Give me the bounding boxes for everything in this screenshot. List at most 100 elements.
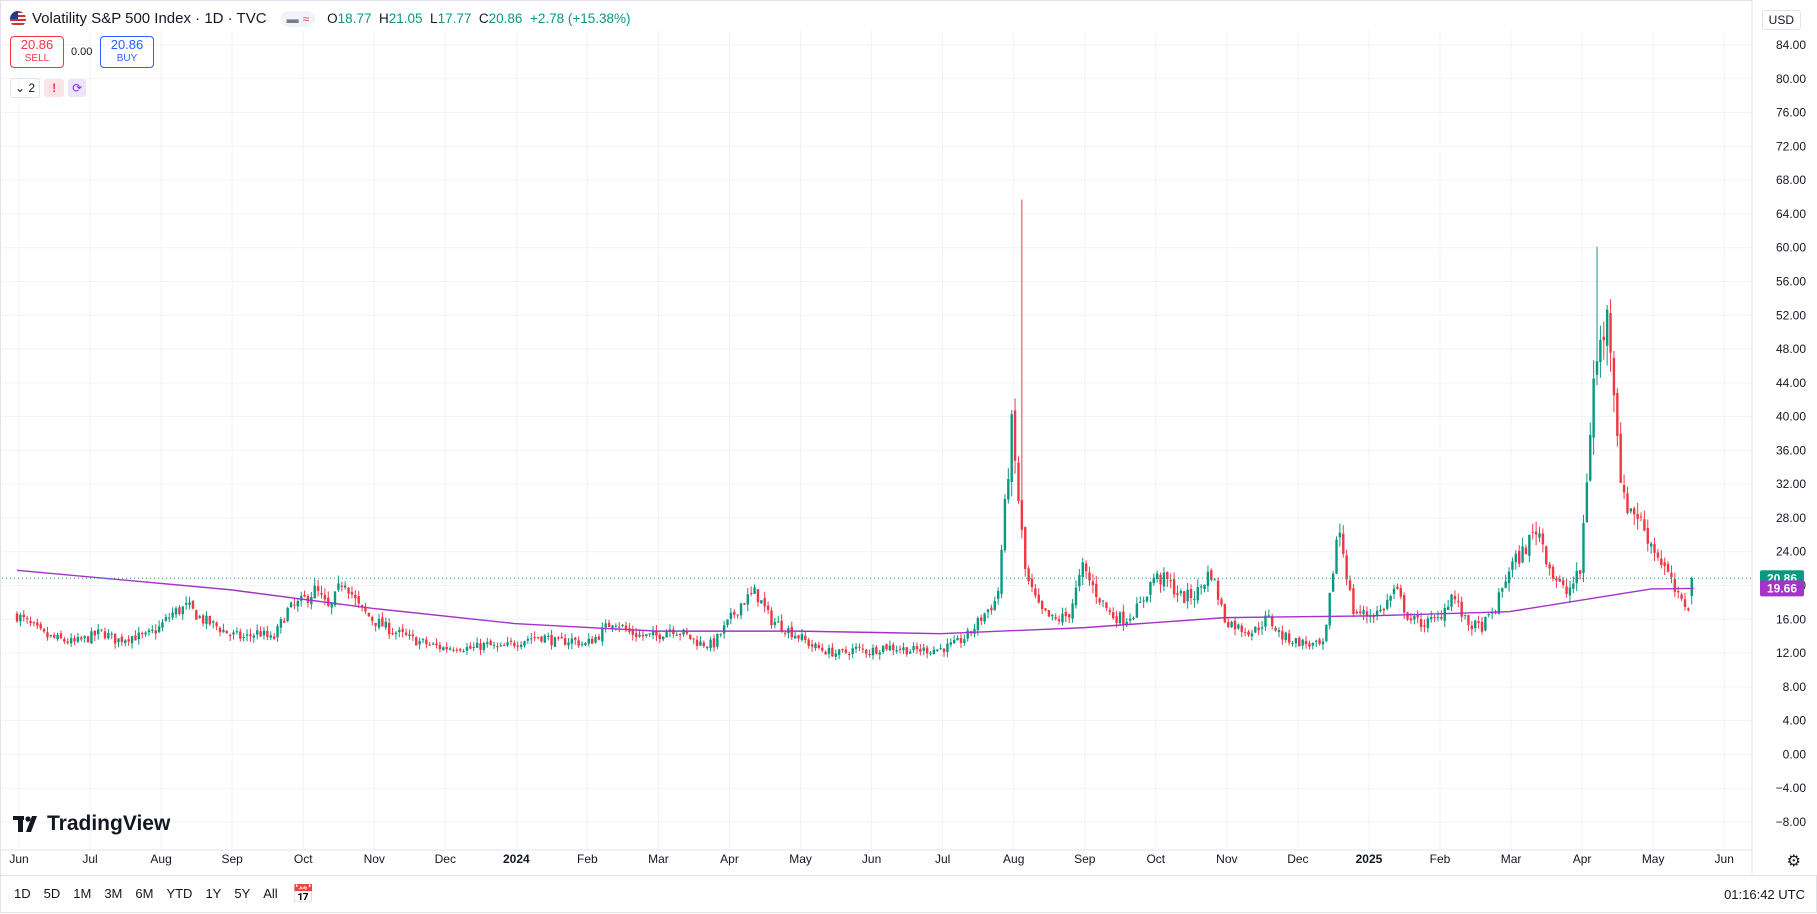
candle-body [86, 636, 90, 643]
candle-body [824, 651, 827, 655]
candle-body [621, 625, 624, 627]
calendar-icon[interactable]: 📅 [292, 884, 315, 904]
candle-body [107, 633, 110, 639]
candle-body [1091, 581, 1095, 586]
candle-body [1064, 611, 1068, 617]
currency-selector[interactable]: USD [1761, 10, 1801, 30]
candle-body [1030, 578, 1034, 588]
candle-body [1206, 571, 1210, 586]
y-tick-label: 52.00 [1776, 308, 1806, 322]
sync-icon[interactable]: ⟳ [68, 79, 87, 97]
candle-body [503, 645, 506, 647]
candle-body [1084, 563, 1088, 572]
candle-body [763, 598, 766, 607]
indicators-toggle[interactable]: ⌄ 2 [10, 78, 41, 98]
candle-body [1139, 601, 1142, 603]
candle-body [509, 640, 513, 642]
candle-body [279, 619, 283, 628]
candle-body [966, 630, 969, 639]
candle-body [919, 648, 922, 652]
candle-body [1480, 621, 1484, 632]
candle-body [780, 620, 783, 632]
candle-body [875, 647, 878, 654]
range-button-all[interactable]: All [263, 886, 278, 901]
candle-body [482, 643, 486, 650]
price-axis[interactable] [1752, 0, 1817, 875]
candle-body [1335, 539, 1338, 574]
candle-body [1074, 587, 1078, 606]
candle-body [932, 649, 936, 655]
candle-body [739, 603, 743, 616]
candle-body [174, 608, 178, 615]
candle-body [1626, 493, 1629, 513]
candle-body [1474, 620, 1477, 629]
range-button-3m[interactable]: 3M [104, 886, 123, 901]
candle-body [347, 587, 350, 594]
gear-icon[interactable]: ⚙ [1786, 853, 1801, 870]
candle-body [19, 614, 22, 622]
candle-body [1132, 618, 1135, 620]
candle-body [865, 649, 868, 654]
data-mode-pill[interactable]: ▬ ≈ [280, 10, 316, 27]
candle-body [195, 610, 198, 620]
candle-body [232, 632, 235, 635]
candle-body [1582, 523, 1585, 573]
y-tick-label: 84.00 [1776, 38, 1806, 52]
candle-body [1687, 608, 1690, 611]
candle-body [1653, 544, 1656, 553]
range-button-6m[interactable]: 6M [135, 886, 154, 901]
candle-body [452, 649, 455, 651]
range-button-5d[interactable]: 5D [43, 886, 61, 901]
symbol-title[interactable]: Volatility S&P 500 Index · 1D · TVC [32, 10, 267, 27]
candle-body [1467, 614, 1470, 626]
buy-button[interactable]: 20.86 BUY [100, 36, 154, 68]
candle-body [1646, 527, 1649, 544]
candle-body [1578, 570, 1582, 574]
candle-body [702, 642, 706, 647]
y-tick-label: 76.00 [1776, 106, 1806, 120]
candle-body [1051, 615, 1054, 617]
candle-body [831, 647, 834, 657]
x-tick-label: Feb [577, 852, 598, 866]
candle-body [421, 639, 425, 641]
candle-body [1247, 631, 1250, 636]
candle-body [1230, 621, 1233, 628]
tradingview-logo[interactable]: TradingView [13, 812, 170, 836]
candle-body [1325, 624, 1328, 642]
sell-button[interactable]: 20.86 SELL [10, 36, 64, 68]
candle-body [1392, 588, 1396, 595]
candle-body [1321, 641, 1325, 645]
candle-body [404, 632, 408, 635]
range-button-1y[interactable]: 1Y [205, 886, 222, 901]
y-tick-label: −4.00 [1776, 781, 1807, 795]
clock[interactable]: 01:16:42 UTC [1724, 887, 1805, 902]
candle-body [208, 615, 212, 625]
candle-body [1227, 622, 1230, 627]
candle-body [993, 600, 996, 611]
candle-body [1162, 572, 1166, 587]
candle-body [1057, 619, 1061, 622]
range-button-5y[interactable]: 5Y [234, 886, 251, 901]
candle-body [1575, 570, 1578, 584]
candle-body [1609, 313, 1612, 353]
candle-body [218, 627, 222, 633]
range-button-ytd[interactable]: YTD [166, 886, 193, 901]
candle-body [1277, 630, 1281, 632]
candle-body [716, 634, 719, 647]
candle-body [645, 634, 648, 637]
candle-body [848, 653, 851, 655]
alert-icon[interactable]: ! [44, 79, 65, 97]
candle-body [892, 644, 895, 651]
range-button-1d[interactable]: 1D [14, 886, 31, 901]
candle-body [929, 652, 932, 654]
range-button-1m[interactable]: 1M [73, 886, 92, 901]
candle-body [1348, 580, 1352, 590]
candle-body [949, 642, 952, 645]
candle-body [364, 606, 367, 612]
candle-body [1565, 586, 1568, 594]
candle-body [1027, 568, 1030, 581]
candle-body [986, 609, 990, 613]
candle-body [103, 631, 107, 639]
y-tick-label: 72.00 [1776, 139, 1806, 153]
